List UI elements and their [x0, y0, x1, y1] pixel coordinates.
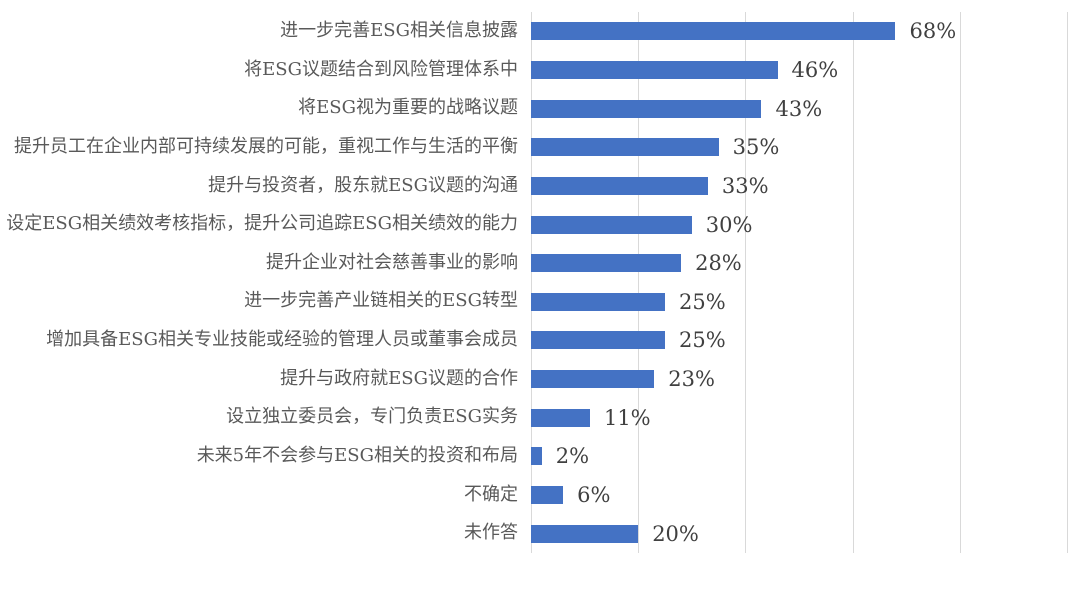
chart-row: 增加具备ESG相关专业技能或经验的管理人员或董事会成员 25% — [46, 321, 1067, 360]
value-label: 6% — [577, 483, 611, 507]
category-label: 提升与投资者，股东就ESG议题的沟通 — [208, 174, 518, 196]
category-label: 提升企业对社会慈善事业的影响 — [266, 251, 518, 273]
category-label: 设立独立委员会，专门负责ESG实务 — [226, 406, 518, 428]
bar — [531, 138, 719, 157]
gridline — [1067, 12, 1068, 553]
category-label: 进一步完善ESG相关信息披露 — [280, 19, 518, 41]
bar — [531, 292, 665, 311]
chart-row: 提升员工在企业内部可持续发展的可能，重视工作与生活的平衡 35% — [14, 128, 1067, 167]
gridline — [745, 12, 747, 553]
chart-row: 提升与投资者，股东就ESG议题的沟通 33% — [208, 167, 1067, 206]
chart-row: 未作答 20% — [464, 514, 1067, 553]
value-label: 25% — [679, 289, 726, 314]
bar — [531, 215, 692, 234]
bar — [531, 331, 665, 350]
chart-row: 进一步完善ESG相关信息披露 68% — [280, 12, 1067, 51]
value-label: 46% — [791, 57, 839, 82]
value-label: 43% — [775, 96, 823, 121]
category-label: 将ESG视为重要的战略议题 — [298, 97, 518, 119]
value-label: 28% — [695, 251, 742, 276]
bar — [531, 254, 682, 273]
category-label: 不确定 — [464, 483, 518, 505]
value-label: 11% — [603, 405, 651, 430]
category-label: 提升员工在企业内部可持续发展的可能，重视工作与生活的平衡 — [14, 135, 518, 157]
chart-row: 不确定 6% — [464, 476, 1067, 515]
category-label: 增加具备ESG相关专业技能或经验的管理人员或董事会成员 — [46, 329, 518, 351]
bar — [531, 408, 590, 427]
gridline — [959, 12, 961, 553]
bar — [531, 524, 639, 543]
chart-row: 提升与政府就ESG议题的合作 23% — [280, 360, 1067, 399]
chart-row: 设立独立委员会，专门负责ESG实务 11% — [226, 398, 1067, 437]
category-label: 将ESG议题结合到风险管理体系中 — [244, 58, 518, 80]
bar — [531, 370, 655, 389]
chart-row: 将ESG议题结合到风险管理体系中 46% — [244, 51, 1067, 90]
gridline — [852, 12, 854, 553]
category-label: 进一步完善产业链相关的ESG转型 — [244, 290, 518, 312]
category-label: 提升与政府就ESG议题的合作 — [280, 367, 518, 389]
bar — [531, 176, 708, 195]
bar — [531, 60, 778, 79]
chart-row: 将ESG视为重要的战略议题 43% — [298, 89, 1067, 128]
value-label: 33% — [721, 173, 769, 198]
plot-area: 进一步完善ESG相关信息披露 68% 将ESG议题结合到风险管理体系中 46% 将ESG… — [6, 12, 1068, 553]
category-label: 未作答 — [464, 522, 518, 544]
gridline — [638, 12, 640, 553]
bar — [531, 447, 542, 466]
value-label: 23% — [668, 367, 715, 392]
chart-row: 提升企业对社会慈善事业的影响 28% — [266, 244, 1067, 283]
gridline — [531, 12, 532, 553]
bar-rows: 进一步完善ESG相关信息披露 68% 将ESG议题结合到风险管理体系中 46% 将ESG… — [6, 12, 1067, 553]
category-label: 未来5年不会参与ESG相关的投资和布局 — [196, 445, 518, 467]
bar — [531, 486, 564, 504]
value-label: 30% — [705, 212, 753, 237]
chart-row: 未来5年不会参与ESG相关的投资和布局 2% — [197, 437, 1067, 476]
chart-row: 进一步完善产业链相关的ESG转型 25% — [244, 282, 1067, 321]
value-label: 35% — [732, 135, 780, 160]
value-label: 20% — [652, 521, 699, 546]
value-label: 25% — [679, 328, 726, 353]
bar — [531, 22, 896, 41]
value-label: 68% — [909, 19, 957, 44]
category-label: 设定ESG相关绩效考核指标，提升公司追踪ESG相关绩效的能力 — [6, 213, 518, 235]
bar — [531, 99, 762, 118]
value-label: 2% — [555, 444, 590, 469]
chart-row: 设定ESG相关绩效考核指标，提升公司追踪ESG相关绩效的能力 30% — [6, 205, 1067, 244]
